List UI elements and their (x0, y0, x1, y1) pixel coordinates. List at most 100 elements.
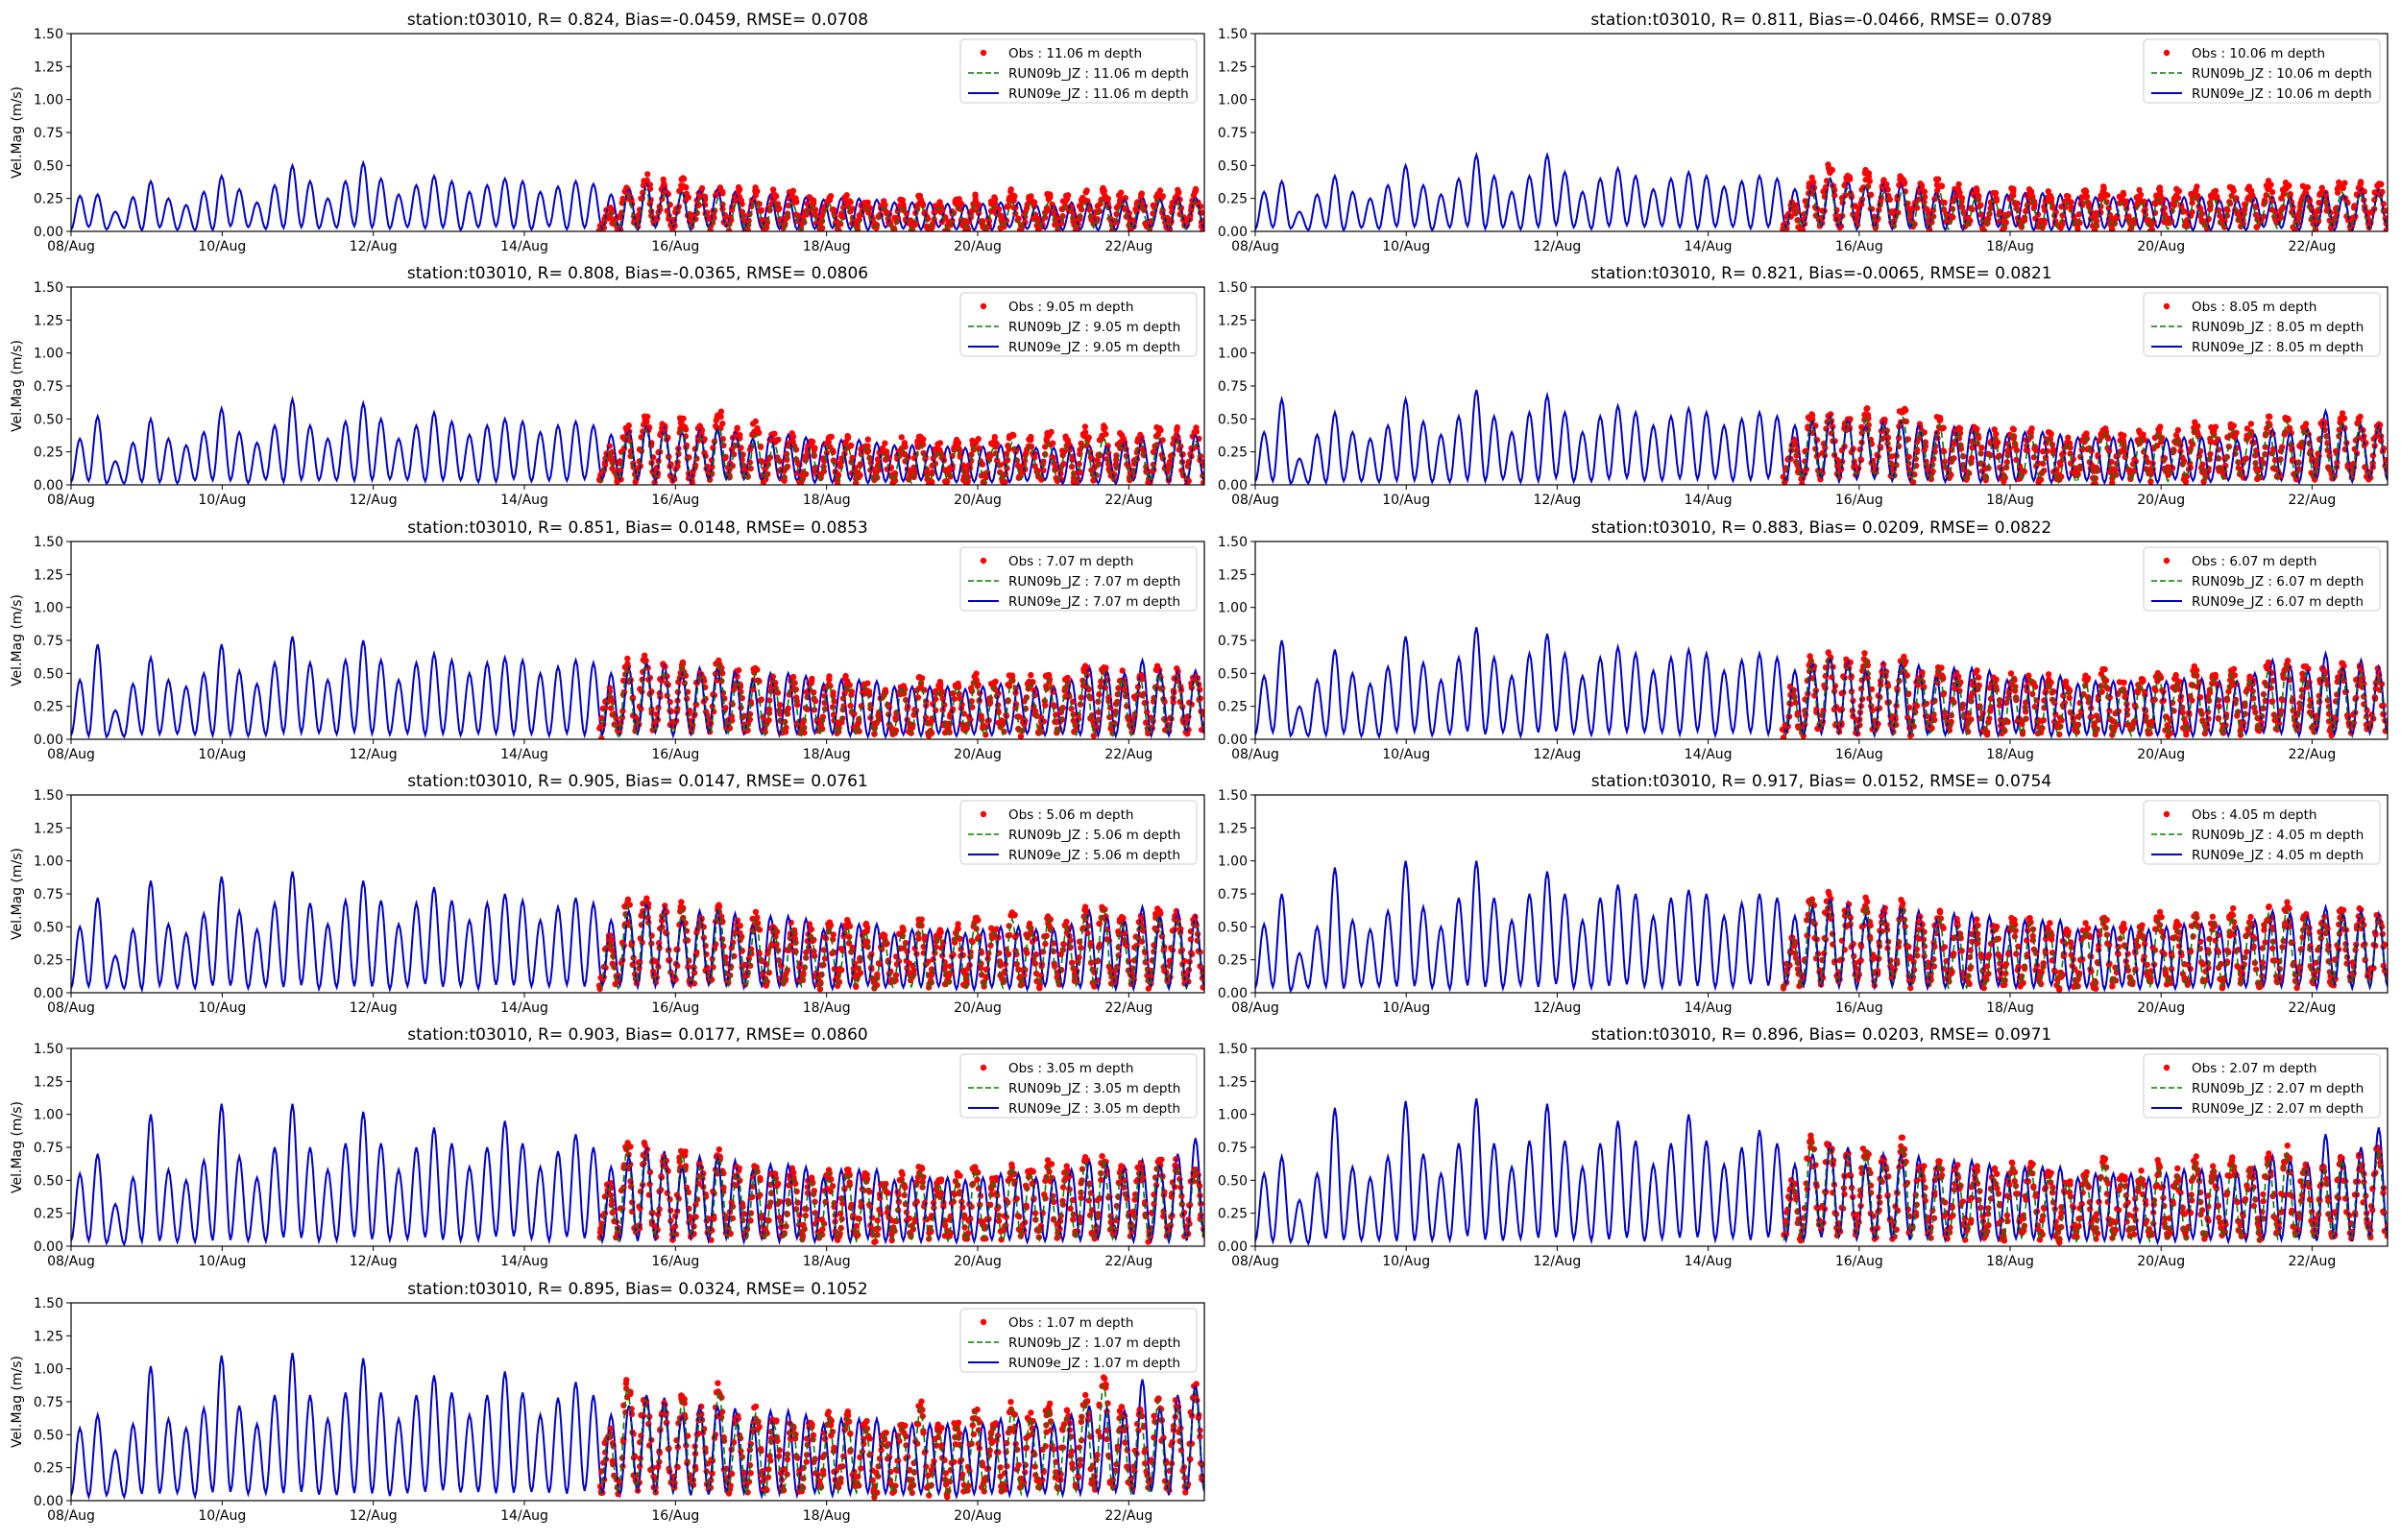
legend-entry: RUN09e_JZ : 11.06 m depth (1008, 86, 1189, 102)
x-tick-label: 16/Aug (1835, 747, 1883, 762)
obs-point (2213, 424, 2219, 430)
obs-point (976, 436, 982, 442)
obs-point (1082, 423, 1088, 429)
obs-point (812, 445, 817, 450)
obs-point (2305, 184, 2311, 190)
obs-point (2357, 181, 2363, 187)
obs-point (1086, 434, 1092, 440)
obs-point (1018, 734, 1024, 739)
legend-entry: RUN09e_JZ : 8.05 m depth (2192, 340, 2364, 355)
y-tick-label: 0.75 (1218, 126, 1248, 141)
obs-point (899, 434, 905, 440)
obs-point (748, 466, 754, 471)
obs-point (2029, 691, 2035, 697)
obs-point (1050, 441, 1055, 446)
x-tick-label: 18/Aug (803, 239, 851, 254)
obs-point (790, 188, 796, 194)
obs-point (2157, 423, 2163, 429)
obs-point (844, 192, 850, 198)
obs-point (1904, 436, 1910, 442)
obs-point (1950, 214, 1955, 220)
obs-point (2267, 414, 2272, 420)
obs-point (765, 717, 771, 723)
obs-point (2147, 478, 2153, 484)
y-tick-label: 0.25 (1218, 192, 1248, 207)
x-tick-label: 08/Aug (1231, 493, 1279, 508)
obs-point (2123, 205, 2129, 211)
obs-point (947, 721, 953, 727)
x-tick-label: 14/Aug (1685, 239, 1733, 254)
x-tick-label: 18/Aug (1986, 239, 2034, 254)
obs-point (1176, 189, 1181, 195)
x-tick-label: 10/Aug (1382, 493, 1430, 508)
obs-point (2308, 447, 2314, 453)
y-tick-label: 1.00 (1218, 347, 1248, 362)
obs-point (1866, 170, 1872, 176)
obs-point (2231, 422, 2237, 428)
obs-point (1064, 196, 1070, 202)
x-tick-label: 20/Aug (954, 239, 1002, 254)
obs-point (1086, 686, 1092, 692)
obs-point (2224, 695, 2230, 701)
obs-point (1118, 190, 1124, 196)
obs-point (2281, 675, 2287, 681)
y-tick-label: 0.50 (1218, 158, 1248, 174)
x-tick-label: 16/Aug (651, 239, 699, 254)
obs-point (2189, 209, 2195, 215)
obs-point (2083, 188, 2089, 194)
legend-marker-obs (981, 50, 986, 56)
y-tick-label: 0.00 (1218, 478, 1248, 493)
y-tick-label: 1.00 (1218, 601, 1248, 616)
y-tick-label: 0.50 (1218, 412, 1248, 427)
legend-entry: RUN09b_JZ : 10.06 m depth (2192, 66, 2372, 82)
obs-point (966, 218, 972, 224)
obs-point (1807, 653, 1812, 659)
obs-point (683, 184, 689, 190)
obs-point (1958, 204, 1964, 209)
obs-point (2065, 435, 2071, 441)
obs-point (937, 682, 943, 687)
obs-point (738, 705, 743, 710)
obs-point (801, 717, 807, 723)
y-tick-label: 1.50 (34, 27, 63, 42)
obs-point (840, 214, 846, 220)
y-tick-label: 1.50 (34, 535, 63, 550)
obs-point (1028, 672, 1033, 678)
obs-point (1082, 429, 1088, 435)
obs-point (2058, 473, 2064, 479)
obs-point (717, 414, 723, 420)
obs-point (2261, 691, 2267, 697)
x-tick-label: 14/Aug (500, 493, 548, 508)
legend-entry: Obs : 7.07 m depth (1008, 554, 1133, 569)
x-tick-label: 10/Aug (1382, 239, 1430, 254)
y-tick-label: 0.00 (1218, 225, 1248, 240)
obs-point (2216, 715, 2221, 721)
obs-point (2376, 181, 2382, 187)
x-tick-label: 14/Aug (1685, 747, 1733, 762)
obs-point (1986, 715, 1992, 721)
obs-point (1008, 186, 1014, 192)
obs-point (1847, 176, 1853, 181)
obs-point (1827, 168, 1832, 174)
obs-point (608, 706, 614, 711)
obs-point (707, 228, 713, 233)
obs-point (771, 431, 777, 437)
subplot-5: station:t03010, R= 0.851, Bias= 0.0148, … (10, 518, 1207, 762)
obs-point (1175, 424, 1180, 430)
obs-point (654, 216, 660, 222)
y-tick-label: 1.25 (34, 60, 63, 75)
obs-point (991, 680, 997, 686)
obs-point (856, 729, 861, 734)
obs-point (2085, 675, 2091, 681)
obs-point (2010, 192, 2016, 198)
y-tick-label: 1.50 (1218, 27, 1248, 42)
obs-point (1825, 161, 1831, 167)
obs-point (933, 708, 938, 713)
y-tick-label: 0.25 (34, 192, 63, 207)
x-tick-label: 20/Aug (954, 493, 1002, 508)
y-axis-label: Vel.Mag (m/s) (10, 340, 25, 432)
y-tick-label: 0.50 (34, 666, 63, 682)
subplot-4: station:t03010, R= 0.821, Bias=-0.0065, … (1218, 264, 2391, 508)
obs-point (644, 171, 650, 177)
obs-point (848, 443, 854, 448)
